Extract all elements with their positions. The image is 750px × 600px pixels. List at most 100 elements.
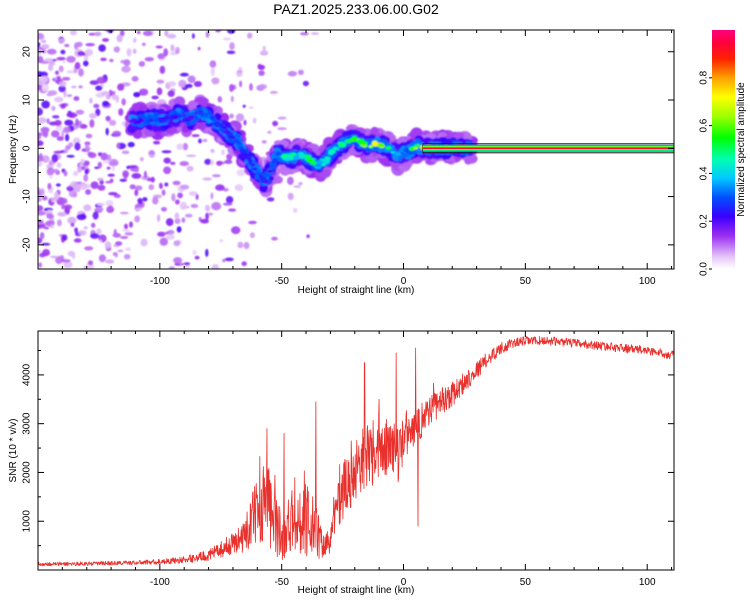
noise-blob [62,60,66,64]
noise-blob [66,55,76,63]
noise-blob [159,65,166,74]
noise-blob [102,100,110,107]
spectrogram-x-axis-label: Height of straight line (km) [298,285,415,296]
noise-blob [297,69,304,76]
ridge-blob [229,138,234,143]
noise-blob [142,197,148,202]
noise-blob [124,223,128,230]
noise-blob [41,44,50,50]
carrier-band [422,143,674,154]
noise-blob [105,94,111,100]
noise-blob [205,204,210,212]
noise-blob [126,165,130,170]
noise-blob [259,50,269,56]
noise-blob [133,92,141,98]
ridge-core [214,123,222,128]
noise-blob [105,259,115,264]
ridge-core [161,116,167,121]
noise-blob [108,160,119,167]
noise-blob [73,96,80,101]
noise-blob [41,83,49,92]
noise-blob [57,211,67,216]
noise-blob [70,222,75,227]
noise-blob [66,94,73,97]
noise-blob [38,205,44,212]
noise-blob [90,181,99,189]
noise-blob [174,46,180,55]
noise-blob [84,168,89,175]
noise-blob [99,239,103,243]
noise-blob [212,174,221,178]
noise-blob [157,231,166,237]
noise-blob [54,96,64,103]
noise-blob [166,33,177,39]
noise-blob [187,75,196,84]
noise-blob [148,150,156,155]
noise-blob [243,241,250,250]
noise-blob [94,206,104,212]
noise-blob [139,88,149,96]
ridge-core [252,167,258,171]
colorbar-ticks: 0.0 0.2 0.4 0.6 0.8 [699,70,712,276]
noise-blob [38,132,41,140]
noise-blob [230,95,234,103]
noise-blob [161,189,166,196]
ridge-core [199,110,204,113]
noise-blob [229,84,234,92]
noise-blob [173,240,181,247]
noise-blob [95,108,101,117]
y-tick-label: 0 [22,145,33,151]
noise-blob [248,220,257,225]
noise-blob [70,30,77,36]
noise-blob [39,232,45,240]
noise-blob [165,218,174,227]
y-tick-label: 1000 [22,510,33,533]
noise-blob [134,189,139,197]
noise-blob [42,249,50,257]
noise-blob [116,34,123,43]
noise-blob [68,142,74,148]
noise-blob [219,239,224,243]
ridge-core [196,112,201,115]
noise-blob [198,138,202,144]
x-tick-label: -50 [274,577,289,588]
snr-y-axis-label: SNR (10 * v/v) [8,419,19,483]
noise-blob [38,117,47,124]
ridge-core [377,142,385,148]
noise-blob [133,37,137,43]
ridge-blob [162,124,170,130]
noise-blob [194,255,200,260]
noise-blob [46,48,57,55]
noise-blob [163,48,169,57]
noise-blob [38,210,46,216]
ridge-core [292,155,300,160]
noise-blob [134,185,143,191]
noise-blob [127,165,138,169]
noise-blob [181,217,186,223]
noise-blob [73,170,79,177]
noise-blob [43,226,50,230]
x-tick-label: 50 [520,276,532,287]
snr-plot-area [38,336,674,567]
noise-blob [163,166,172,175]
noise-blob [66,112,74,118]
noise-blob [237,241,244,249]
noise-blob [61,77,71,81]
noise-blob [74,227,78,233]
ridge-core [325,156,331,160]
noise-blob [136,30,141,35]
noise-blob [174,218,181,224]
noise-blob [64,147,69,154]
noise-blob [38,34,45,40]
noise-blob [123,59,131,66]
noise-blob [242,104,246,108]
noise-blob [90,233,100,239]
y-tick-label: -10 [22,189,33,204]
noise-blob [109,58,114,63]
noise-blob [46,214,54,219]
noise-blob [229,42,235,50]
noise-blob [210,67,215,77]
ridge-core [153,119,159,122]
noise-blob [122,170,129,178]
ridge-core [157,117,162,120]
